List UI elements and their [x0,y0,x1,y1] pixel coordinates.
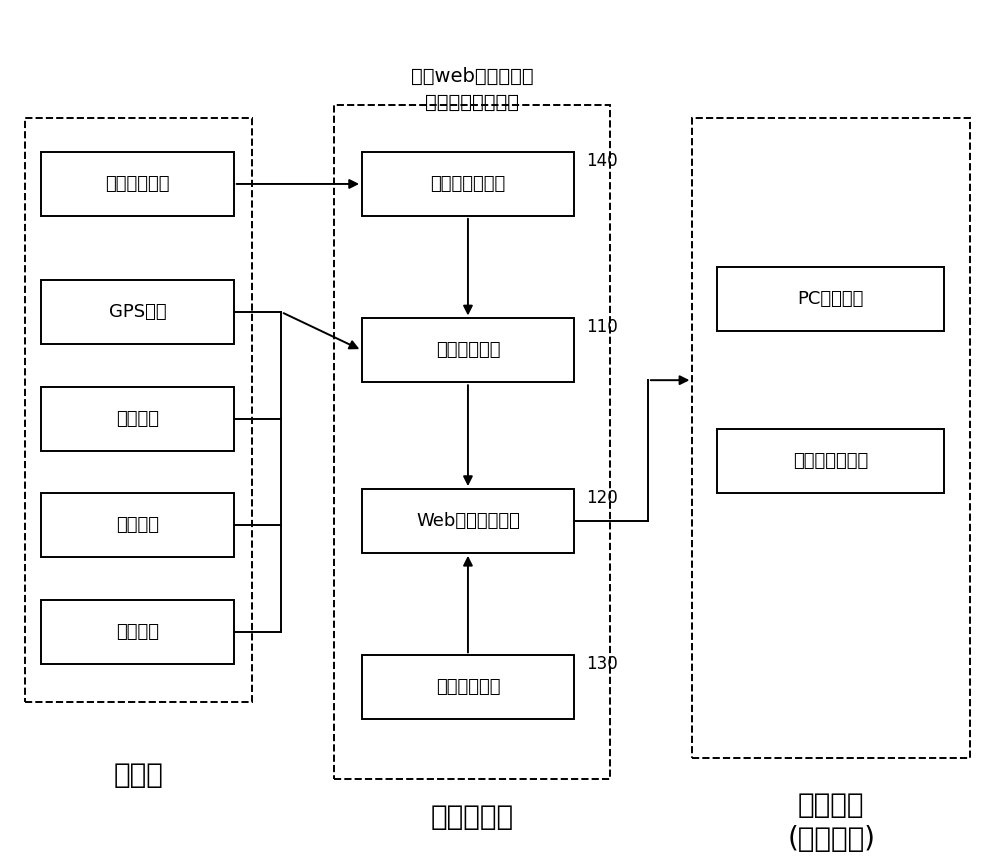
Text: 影像服务模块: 影像服务模块 [436,678,500,696]
Bar [362,655,574,720]
Bar [362,489,574,553]
Bar [334,105,610,779]
Bar [717,429,944,493]
Text: 基于web的跨平台运
行的雷达显控系统: 基于web的跨平台运 行的雷达显控系统 [411,67,534,112]
Text: 点迹数据: 点迹数据 [116,516,159,534]
Text: 120: 120 [586,489,618,507]
Bar [362,318,574,382]
Text: 汇总转发模块: 汇总转发模块 [436,342,500,359]
Text: 140: 140 [586,152,617,170]
Bar [41,387,234,451]
Bar [41,493,234,557]
Text: 110: 110 [586,318,618,336]
Bar [25,118,252,702]
Text: 船首数据: 船首数据 [116,409,159,427]
Bar [41,152,234,216]
Text: 雷达回波数据: 雷达回波数据 [105,175,170,193]
Text: 数据源: 数据源 [113,760,163,789]
Text: 用户终端: 用户终端 [798,791,865,818]
Bar [41,280,234,344]
Text: (多端访问): (多端访问) [787,825,875,853]
Text: 远端服务器: 远端服务器 [431,804,514,831]
Bar [362,152,574,216]
Text: 航迹数据: 航迹数据 [116,623,159,641]
Bar [41,600,234,664]
Text: Web应用服务模块: Web应用服务模块 [416,512,520,530]
Text: 移动设备浏览器: 移动设备浏览器 [793,453,868,470]
Text: PC端浏览器: PC端浏览器 [797,290,864,308]
Bar [717,267,944,331]
Text: GPS数据: GPS数据 [109,303,166,321]
Text: 130: 130 [586,655,618,674]
Text: 数据预处理模块: 数据预处理模块 [430,175,506,193]
Bar [692,118,970,758]
